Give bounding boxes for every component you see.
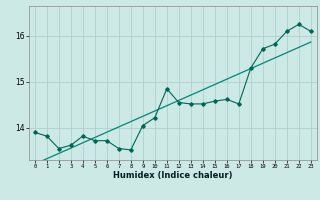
X-axis label: Humidex (Indice chaleur): Humidex (Indice chaleur) xyxy=(113,171,233,180)
